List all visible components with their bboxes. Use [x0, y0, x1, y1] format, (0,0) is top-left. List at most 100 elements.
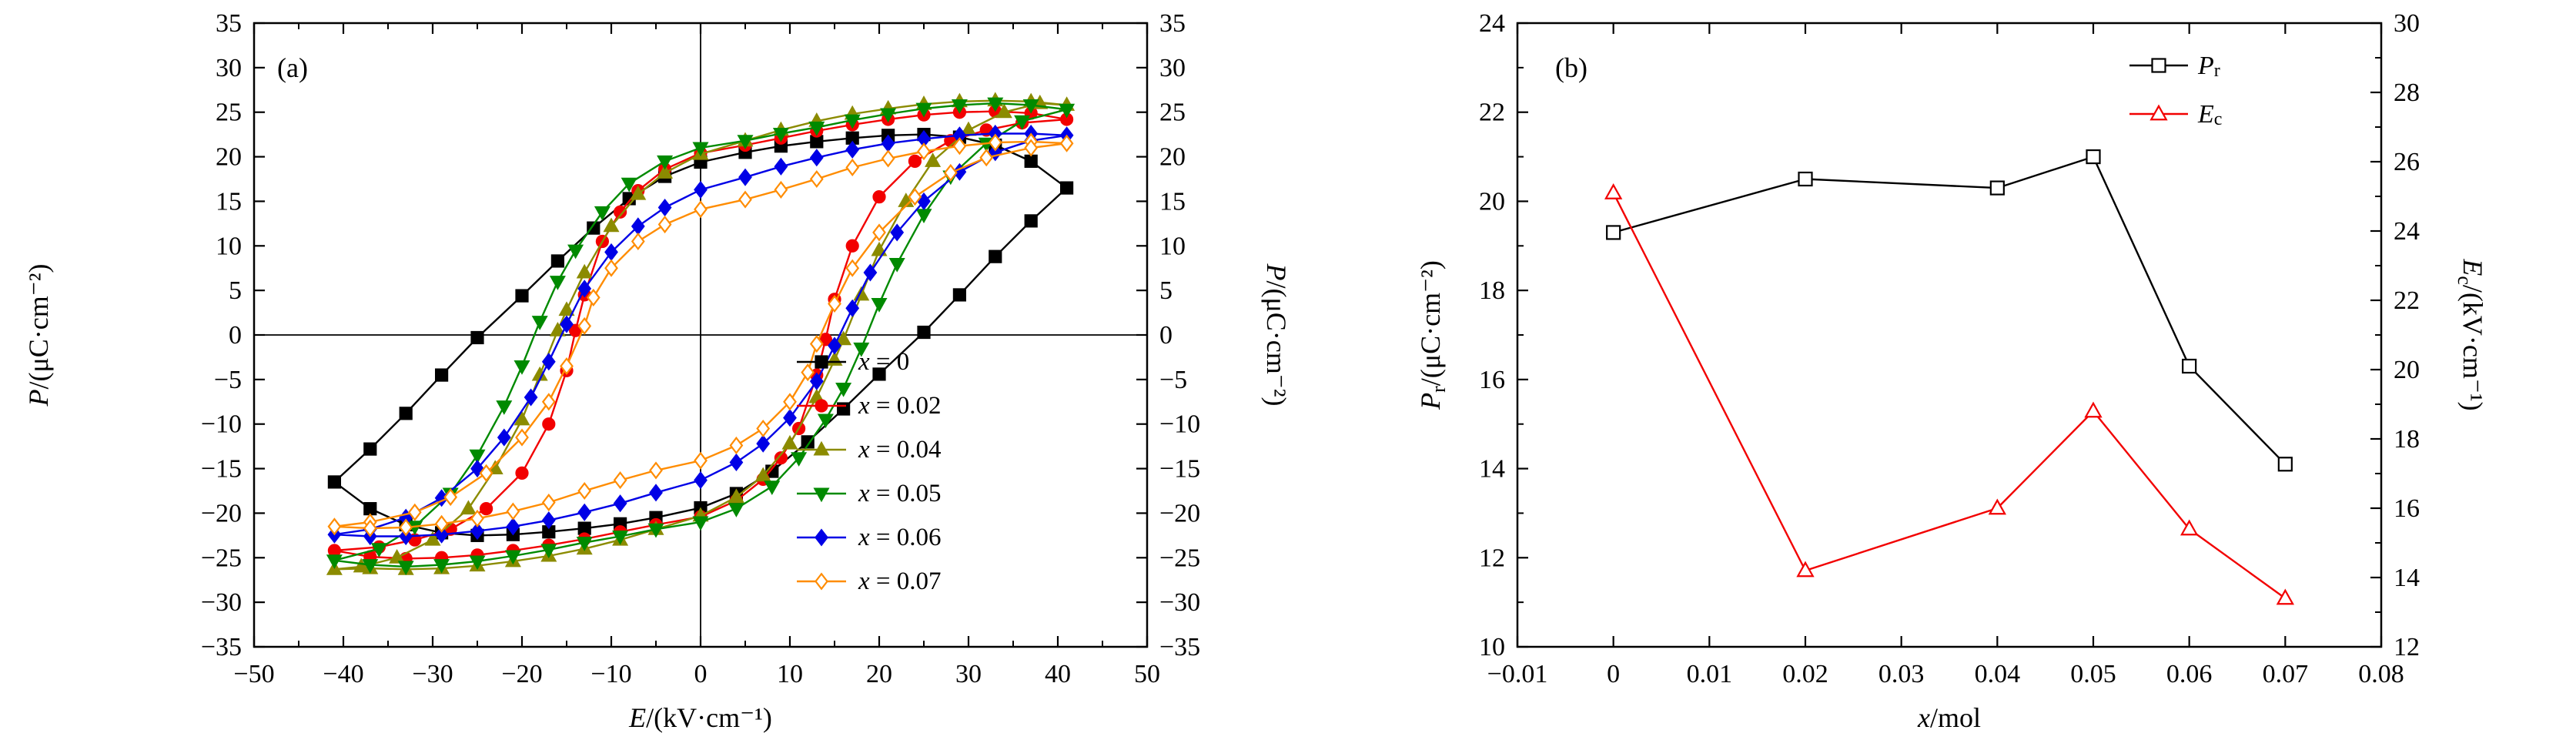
diamond-marker	[809, 372, 824, 390]
plot-frame	[1516, 22, 2383, 648]
diamond-marker	[541, 493, 556, 512]
circle-marker	[515, 466, 529, 480]
diamond-marker	[560, 357, 574, 376]
x-tick-label: −30	[412, 660, 453, 688]
diamond-marker	[952, 137, 967, 156]
x-tick-label: −10	[590, 660, 631, 688]
y-tick-label-right: −5	[1159, 365, 1187, 393]
triangle-up-marker	[754, 467, 771, 482]
diamond-marker	[845, 140, 860, 159]
y-tick-label-right: 30	[2394, 9, 2420, 38]
legend-triangle-up-marker	[2149, 104, 2168, 121]
triangle-down-marker	[567, 244, 584, 259]
diamond-marker	[756, 419, 771, 438]
diamond-marker	[399, 527, 413, 546]
triangle-up-marker	[2084, 401, 2103, 418]
square-marker	[801, 435, 815, 449]
diamond-marker	[506, 502, 520, 521]
legend-label: x = 0.07	[858, 568, 942, 595]
diamond-marker	[541, 511, 556, 530]
triangle-up-marker	[871, 241, 888, 256]
diamond-marker	[497, 428, 511, 447]
diamond-marker	[604, 259, 618, 277]
legend-circle-marker	[815, 399, 828, 413]
panel-a-xlabel: E/(kV·cm⁻¹)	[628, 702, 772, 733]
triangle-down-marker	[326, 554, 343, 570]
triangle-down-marker	[871, 298, 888, 313]
diamond-marker	[872, 223, 886, 242]
triangle-up-marker	[353, 557, 370, 573]
triangle-down-marker	[397, 561, 414, 576]
y-tick-label-left: −20	[201, 499, 242, 527]
square-marker	[1798, 171, 1813, 187]
triangle-down-marker	[1059, 103, 1076, 119]
diamond-marker	[943, 163, 958, 182]
diamond-marker	[479, 464, 493, 482]
diamond-marker	[1024, 139, 1039, 157]
triangle-down-marker	[844, 114, 861, 129]
y-tick-label-left: −30	[201, 588, 242, 617]
y-tick-label-left: 15	[216, 187, 242, 216]
x-tick-label: 50	[1134, 660, 1160, 688]
series-ec	[1604, 183, 2294, 605]
triangle-down-marker	[612, 531, 629, 545]
series-line-ec	[1612, 192, 2287, 599]
diamond-marker	[729, 453, 744, 472]
y-tick-label-right: 26	[2394, 148, 2420, 176]
diamond-marker	[881, 149, 895, 168]
y-tick-label-left: 24	[1479, 9, 1505, 38]
triangle-down-marker	[576, 537, 593, 551]
square-marker	[1024, 214, 1038, 228]
y-tick-label-left: 22	[1479, 98, 1505, 126]
square-marker	[515, 289, 529, 303]
square-marker	[1606, 225, 1621, 240]
diamond-marker	[577, 503, 592, 521]
square-marker	[836, 402, 851, 416]
diamond-marker	[979, 149, 994, 167]
diamond-marker	[845, 299, 860, 317]
y-tick-label-right: 20	[2394, 356, 2420, 384]
x-tick-label: 0.05	[2070, 660, 2116, 688]
legend-label: Ec	[2197, 100, 2222, 129]
y-tick-label-right: −35	[1159, 633, 1200, 661]
y-tick-label-right: 10	[1159, 232, 1186, 260]
triangle-down-marker	[504, 550, 521, 565]
y-tick-label-left: 16	[1479, 365, 1505, 393]
x-tick-label: −50	[233, 660, 274, 688]
y-tick-label-left: −10	[201, 410, 242, 438]
panel-b-xlabel: x/mol	[1917, 702, 1981, 733]
triangle-down-marker	[469, 555, 486, 571]
diamond-marker	[694, 451, 708, 470]
square-marker	[363, 442, 377, 456]
series-line-pr	[1613, 156, 2287, 465]
square-marker	[470, 330, 484, 345]
diamond-marker	[434, 514, 449, 533]
legend-diamond-marker	[815, 528, 828, 547]
diamond-marker	[541, 353, 556, 371]
circle-marker	[908, 154, 922, 168]
diamond-marker	[917, 142, 931, 161]
square-marker	[2277, 457, 2293, 472]
y-tick-label-right: −20	[1159, 499, 1200, 527]
legend-diamond-marker	[815, 572, 828, 591]
panel-b-legend: Pr Ec	[2129, 52, 2222, 129]
diamond-marker	[809, 169, 824, 189]
triangle-down-marker	[692, 142, 709, 157]
x-tick-label: −40	[323, 660, 363, 688]
diamond-marker	[577, 481, 592, 501]
diamond-marker	[908, 188, 922, 206]
legend-item-pr: Pr	[2129, 52, 2220, 81]
triangle-down-marker	[915, 209, 932, 224]
y-tick-label-right: 22	[2394, 286, 2420, 315]
triangle-down-marker	[817, 414, 834, 429]
y-tick-label-right: 24	[2394, 217, 2420, 246]
triangle-down-marker	[880, 108, 897, 123]
square-marker	[550, 254, 565, 268]
x-tick-label: 0.03	[1878, 660, 1925, 688]
square-marker	[810, 135, 824, 149]
panel-a-ylabel-left: P/(μC·cm⁻²)	[23, 263, 54, 407]
diamond-marker	[577, 316, 592, 335]
square-marker	[989, 249, 1002, 263]
y-tick-label-left: 14	[1479, 454, 1505, 483]
y-tick-label-left: 10	[1479, 633, 1505, 661]
